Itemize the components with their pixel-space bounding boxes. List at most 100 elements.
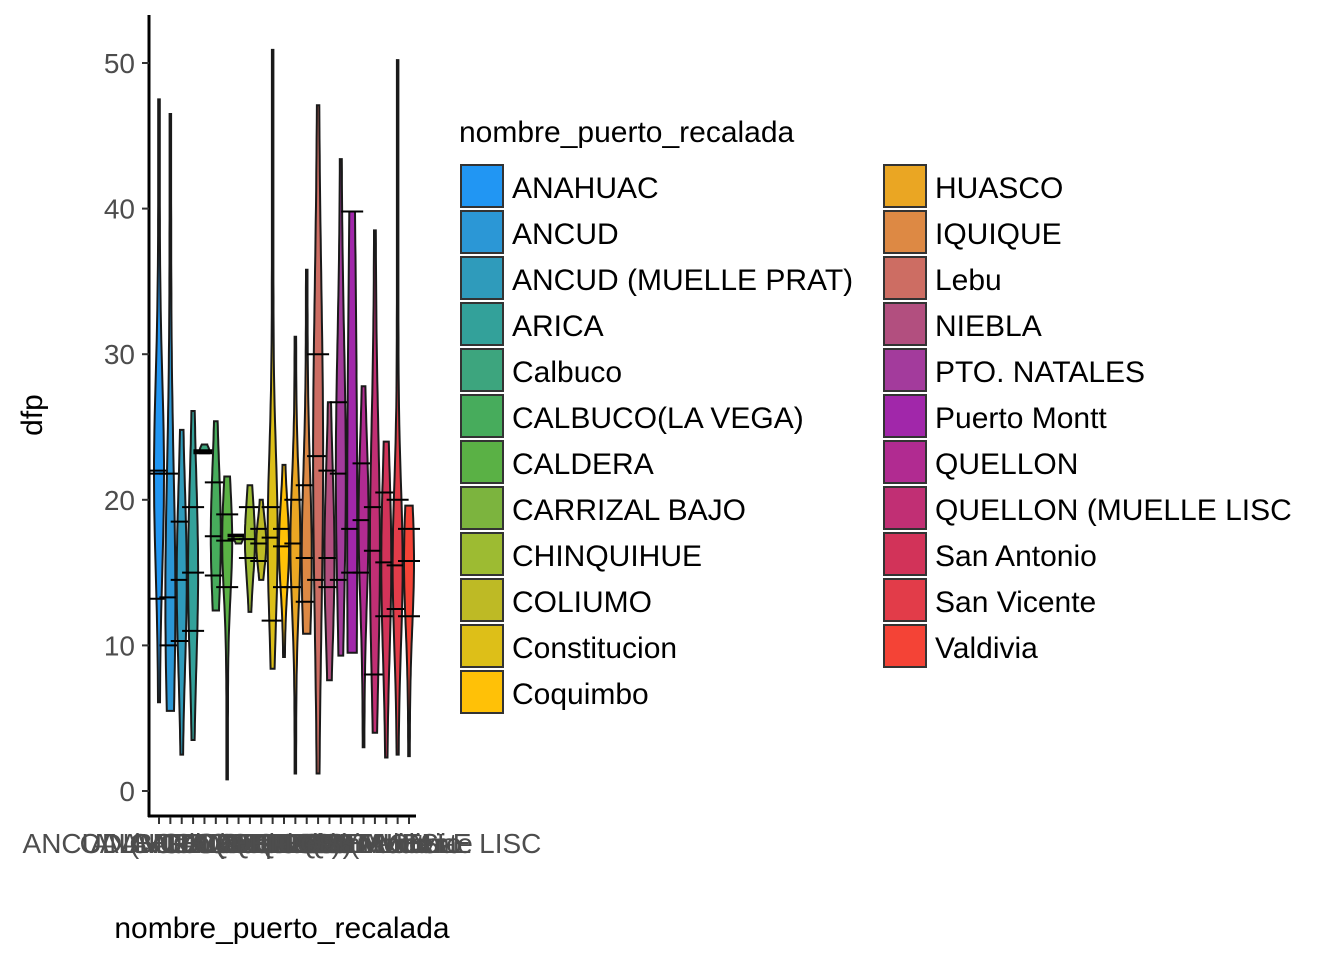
violin-body [175, 428, 188, 756]
legend-key [883, 624, 927, 668]
legend-key [883, 532, 927, 576]
legend-label: IQUIQUE [935, 218, 1062, 251]
violin-body [266, 48, 279, 670]
legend-label: CHINQUIHUE [512, 540, 702, 573]
legend-label: QUELLON (MUELLE LISC [935, 494, 1292, 527]
violin-body [403, 504, 415, 758]
legend-item: CALBUCO(LA VEGA) [460, 394, 804, 438]
violin-11 [273, 463, 295, 658]
legend: nombre_puerto_recalada ANAHUAC ANCUD ANCUD… [459, 116, 1292, 714]
legend-key [460, 532, 504, 576]
legend-label: PTO. NATALES [935, 356, 1145, 389]
legend-title: nombre_puerto_recalada [459, 116, 795, 149]
violin-19 [363, 229, 386, 734]
legend-key [460, 440, 504, 484]
violin-body [153, 98, 165, 704]
legend-label: HUASCO [935, 172, 1063, 205]
violin-body [243, 484, 256, 613]
legend-item: CALDERA [460, 440, 654, 484]
x-tick-label: ARICA [150, 828, 236, 859]
violin-body [221, 475, 234, 781]
legend-label: CALDERA [512, 448, 654, 481]
legend-label: San Antonio [935, 540, 1097, 573]
x-tick-label: ANAHUAC [91, 828, 228, 859]
y-tick-label: 10 [104, 630, 135, 661]
x-tick-label: Valdivia [361, 828, 457, 859]
legend-item: San Vicente [883, 578, 1096, 622]
legend-item: CHINQUIHUE [460, 532, 702, 576]
legend-label: Puerto Montt [935, 402, 1107, 435]
x-tick-label: HUASCO [235, 828, 355, 859]
legend-item: ANCUD (MUELLE PRAT) [460, 256, 853, 300]
x-axis-title: nombre_puerto_recalada [114, 912, 450, 945]
y-tick-label: 20 [104, 485, 135, 516]
legend-item: IQUIQUE [883, 210, 1062, 254]
legend-item: HUASCO [883, 164, 1063, 208]
legend-label: Lebu [935, 264, 1002, 297]
legend-item: Constitucion [460, 624, 677, 668]
legend-key [460, 348, 504, 392]
violin-body [323, 401, 336, 682]
y-tick-label: 30 [104, 339, 135, 370]
legend-item: ANAHUAC [460, 164, 659, 208]
violin-4 [193, 443, 216, 455]
x-tick-label: CALDERA [161, 828, 294, 859]
legend-key [883, 210, 927, 254]
legend-label: ANCUD (MUELLE PRAT) [512, 264, 853, 297]
legend-label: QUELLON [935, 448, 1078, 481]
legend-item: Coquimbo [460, 670, 649, 714]
legend-key [883, 302, 927, 346]
x-tick-label: ANCUD [121, 828, 221, 859]
x-tick-label: Coquimbo [220, 828, 348, 859]
legend-item: San Antonio [883, 532, 1097, 576]
legend-item: Puerto Montt [883, 394, 1107, 438]
x-tick-label: ANCUD (MUELLE PRAT) [23, 828, 341, 859]
legend-label: Valdivia [935, 632, 1038, 665]
violin-body [357, 385, 370, 749]
violin-body [368, 229, 381, 734]
legend-item: QUELLON [883, 440, 1078, 484]
violin-body [391, 59, 404, 756]
legend-item: COLIUMO [460, 578, 652, 622]
legend-key [883, 440, 927, 484]
legend-key [883, 164, 927, 208]
legend-key [460, 256, 504, 300]
violin-body [346, 210, 359, 654]
legend-label: Constitucion [512, 632, 677, 665]
legend-item: ANCUD [460, 210, 619, 254]
y-axis-ticks: 0 10 20 30 40 50 [104, 48, 149, 807]
violin-body [187, 410, 200, 741]
violin-body [300, 268, 313, 635]
x-tick-label: NIEBLA [280, 828, 380, 859]
x-tick-label: CARRIZAL BAJO [129, 828, 347, 859]
x-tick-label: Lebu [287, 828, 349, 859]
legend-item: Lebu [883, 256, 1002, 300]
violin-body [164, 113, 177, 712]
legend-items: ANAHUAC ANCUD ANCUD (MUELLE PRAT) ARICA Calb… [460, 164, 1292, 714]
legend-label: CARRIZAL BAJO [512, 494, 746, 527]
violin-body [209, 420, 222, 612]
x-tick-label: QUELLON (MUELLE LISC [208, 828, 541, 859]
y-tick-label: 0 [119, 776, 135, 807]
x-tick-label: IQUIQUE [248, 828, 366, 859]
legend-item: NIEBLA [883, 302, 1042, 346]
legend-item: PTO. NATALES [883, 348, 1145, 392]
legend-key [460, 302, 504, 346]
violin-layer [148, 48, 420, 781]
violin-body [312, 104, 325, 775]
violin-3 [182, 410, 205, 741]
legend-label: Calbuco [512, 356, 622, 389]
x-tick-label: Calbuco [153, 828, 256, 859]
legend-key [460, 394, 504, 438]
x-tick-label: Puerto Montt [272, 828, 433, 859]
legend-label: ANCUD [512, 218, 619, 251]
legend-label: COLIUMO [512, 586, 652, 619]
legend-item: QUELLON (MUELLE LISC [883, 486, 1292, 530]
legend-key [883, 348, 927, 392]
violin-0 [148, 98, 170, 704]
x-tick-label: Constitucion [196, 828, 350, 859]
legend-label: CALBUCO(LA VEGA) [512, 402, 804, 435]
legend-label: ARICA [512, 310, 604, 343]
